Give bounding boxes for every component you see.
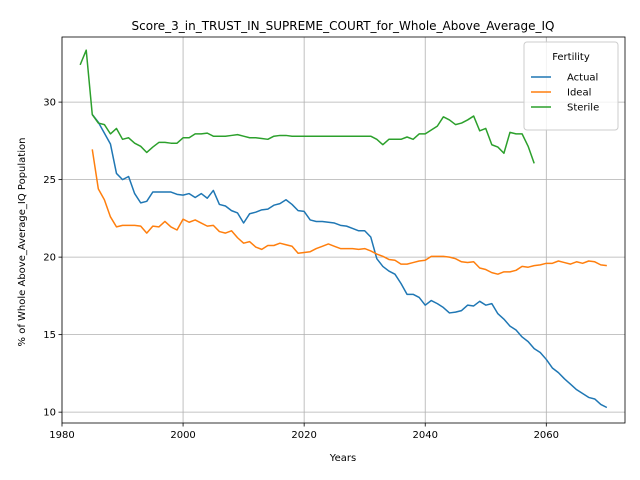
y-tick-label: 30: [43, 98, 56, 109]
chart-title: Score_3_in_TRUST_IN_SUPREME_COURT_for_Wh…: [132, 19, 555, 33]
y-tick-label: 25: [43, 175, 56, 186]
legend-label-sterile: Sterile: [567, 103, 599, 114]
series-line-ideal: [91, 149, 607, 275]
legend-title: Fertility: [552, 52, 590, 63]
legend: Fertility Actual Ideal Sterile: [523, 41, 619, 131]
x-tick-label: 2020: [291, 430, 316, 441]
y-tick-label: 10: [43, 408, 56, 419]
legend-entries: Actual Ideal Sterile: [531, 73, 599, 114]
y-axis-label: % of Whole Above_Average_IQ Population: [17, 138, 28, 347]
y-tick-label: 15: [43, 330, 56, 341]
series-lines: [79, 49, 608, 409]
x-tick-label: 2000: [170, 430, 195, 441]
x-tick-label: 1980: [49, 430, 74, 441]
y-tick-label: 20: [43, 253, 56, 264]
legend-label-actual: Actual: [567, 73, 598, 84]
x-axis-label: Years: [329, 453, 356, 464]
legend-box: [523, 41, 619, 131]
x-tick-label: 2060: [534, 430, 559, 441]
series-line-sterile: [79, 49, 535, 164]
legend-label-ideal: Ideal: [567, 88, 591, 99]
plot-frame: [61, 36, 626, 424]
series-line-actual: [91, 114, 608, 409]
x-tick-label: 2040: [412, 430, 437, 441]
axis-ticks: 1980 2000 2020 2040 2060 10 15 20 25 30: [43, 98, 559, 441]
